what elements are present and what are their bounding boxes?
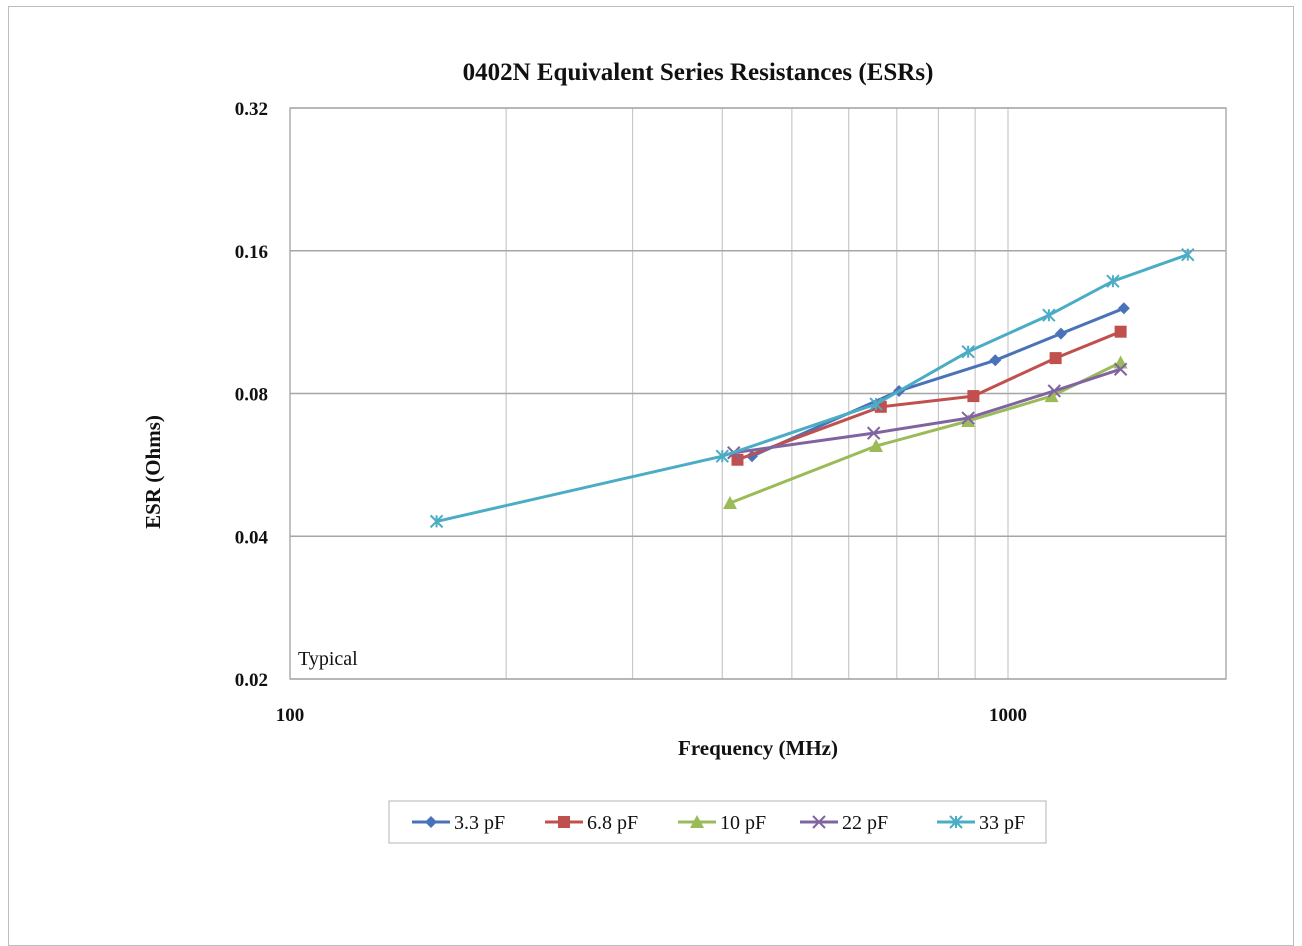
- data-point: [1042, 308, 1056, 322]
- y-tick-label: 0.32: [235, 99, 268, 120]
- data-point: [989, 354, 1002, 367]
- x-tick-label: 100: [276, 705, 305, 726]
- data-point: [690, 815, 704, 828]
- legend-label: 6.8 pF: [587, 812, 638, 834]
- data-point: [715, 449, 729, 463]
- data-point: [1114, 325, 1127, 338]
- data-point: [961, 411, 975, 425]
- data-point: [812, 815, 826, 829]
- legend-entry: 10 pF: [678, 812, 766, 834]
- legend-label: 3.3 pF: [454, 812, 505, 834]
- data-point-stroke: [1047, 384, 1061, 398]
- data-point: [429, 514, 444, 529]
- tick-labels: 0.32 0.16 0.08 0.04 0.02 100 1000: [235, 99, 1027, 726]
- legend-label: 33 pF: [979, 812, 1025, 834]
- data-point: [731, 453, 744, 466]
- data-point: [961, 414, 976, 428]
- data-point: [558, 816, 570, 828]
- y-tick-label: 0.04: [235, 527, 269, 548]
- y-tick-label: 0.08: [235, 385, 268, 406]
- legend-entry: 3.3 pF: [412, 812, 505, 834]
- x-axis-title: Frequency (MHz): [678, 736, 838, 760]
- data-point: [1113, 362, 1128, 376]
- y-tick-label: 0.16: [235, 242, 268, 263]
- data-point: [1044, 389, 1059, 403]
- y-axis-title: ESR (Ohms): [141, 415, 165, 529]
- series-layer: [429, 247, 1195, 529]
- x-tick-label: 1000: [989, 705, 1027, 726]
- data-point: [949, 815, 963, 829]
- legend-entry: 33 pF: [937, 812, 1025, 834]
- legend-box: [388, 800, 1047, 844]
- legend-label: 10 pF: [720, 812, 766, 834]
- data-point-stroke: [866, 426, 881, 440]
- legend-entry: 6.8 pF: [545, 812, 638, 834]
- data-point: [1117, 302, 1130, 315]
- data-point: [1047, 384, 1061, 398]
- gridlines: [290, 107, 1226, 680]
- data-point-stroke: [1113, 362, 1128, 376]
- data-point-stroke: [961, 411, 975, 425]
- y-tick-label: 0.02: [235, 670, 268, 691]
- data-point: [722, 496, 737, 510]
- data-point: [869, 438, 884, 452]
- data-point: [425, 816, 437, 828]
- legend: 3.3 pF 6.8 pF 10 pF 22 pF 33 pF: [388, 800, 1047, 844]
- data-point: [1106, 274, 1120, 288]
- data-point: [869, 397, 883, 411]
- data-point-stroke: [812, 815, 826, 829]
- series-33-pf: [429, 247, 1195, 529]
- data-point: [866, 426, 881, 440]
- data-point: [1054, 327, 1067, 340]
- data-point: [967, 390, 980, 403]
- typical-annotation: Typical: [298, 648, 358, 670]
- chart-title: 0402N Equivalent Series Resistances (ESR…: [463, 59, 934, 86]
- data-point: [961, 344, 975, 359]
- legend-label: 22 pF: [842, 812, 888, 834]
- legend-entry: 22 pF: [800, 812, 888, 834]
- data-point: [1181, 247, 1195, 262]
- data-point: [1049, 352, 1062, 365]
